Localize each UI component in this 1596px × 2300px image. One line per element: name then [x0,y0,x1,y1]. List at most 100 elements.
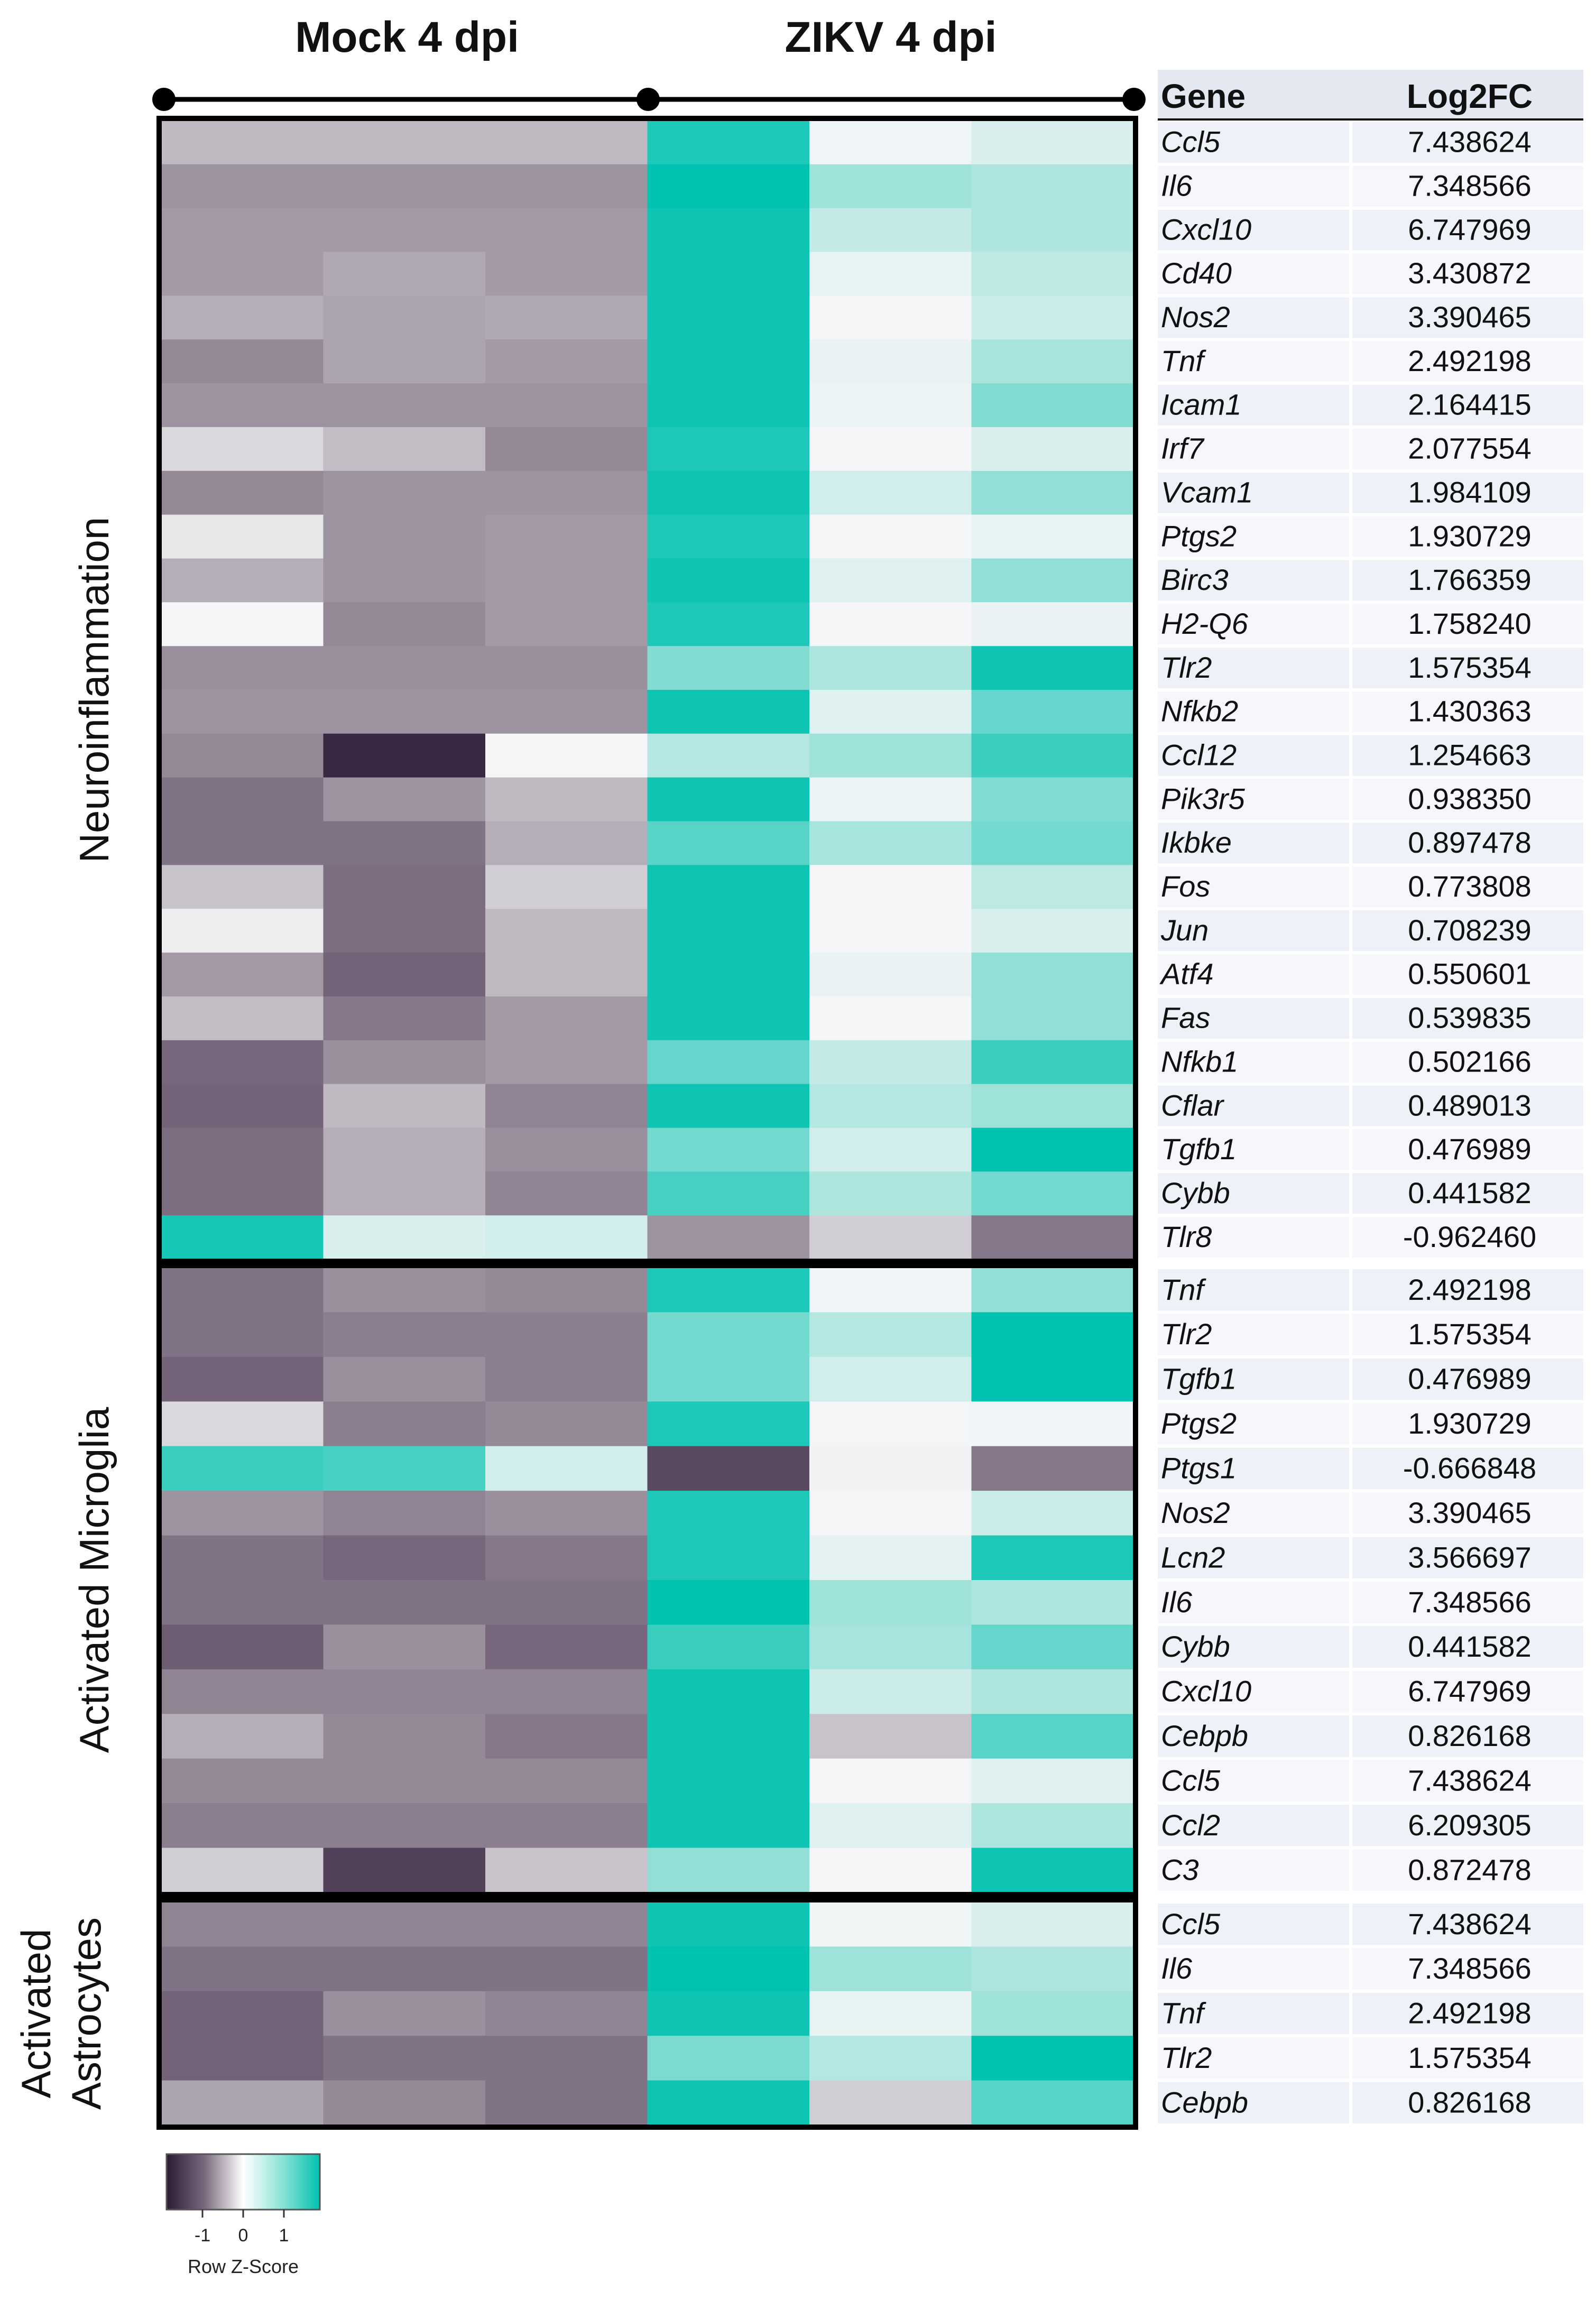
heatmap-cell [647,1714,810,1759]
heatmap-cell [647,821,810,866]
heatmap-cell [323,164,486,209]
heatmap-cell [485,909,648,953]
gene-label: Cxcl10 [1161,213,1251,246]
heatmap-cell [647,733,810,778]
heatmap-cell [647,646,810,690]
table-row [1158,1269,1583,1311]
heatmap-cell [971,383,1134,428]
heatmap-cell [647,1669,810,1715]
heatmap-cell [323,1446,486,1491]
log2fc-value: 0.897478 [1408,826,1532,859]
log2fc-value: 0.441582 [1408,1176,1532,1209]
heatmap-cell [971,427,1134,472]
gene-label: Cebpb [1161,1719,1248,1752]
gene-label: Birc3 [1161,563,1229,596]
heatmap-cell [647,909,810,953]
table-row [1158,122,1583,163]
heatmap-cell [809,909,972,953]
panel-activated-astrocytes: Ccl5 7.438624 Il6 7.348566 Tnf 2.492198 Tlr2 1.… [13,1897,1583,2130]
table-row [1158,648,1583,688]
heatmap-cell [809,339,972,384]
gene-label: Ccl12 [1161,738,1237,772]
gene-label: Ptgs2 [1161,1407,1237,1440]
heatmap-cell [323,1848,486,1893]
heatmap-cell [161,777,324,822]
heatmap-cell [161,821,324,866]
heatmap-cell [161,1401,324,1447]
heatmap-cell [485,1491,648,1536]
heatmap-cell [809,1580,972,1625]
heatmap-cell [485,121,648,165]
heatmap-cell [971,777,1134,822]
log2fc-value: 7.348566 [1408,1585,1532,1619]
table-header: Gene Log2FC [1158,70,1583,121]
heatmap-cell [809,602,972,646]
table-row [1158,954,1583,995]
heatmap-cell [971,514,1134,559]
heatmap-cell [971,646,1134,690]
heatmap-cell [647,953,810,997]
heatmap-cell [161,208,324,253]
table-row [1158,691,1583,732]
heatmap-cell [647,164,810,209]
heatmap-cell [161,1446,324,1491]
heatmap-cell [485,2080,648,2126]
heatmap-cell [323,733,486,778]
legend-tick-0: 0 [238,2225,248,2246]
heatmap-cell [161,865,324,909]
heatmap-cell [323,1215,486,1260]
gene-label: Nos2 [1161,1496,1230,1529]
heatmap-cell [161,733,324,778]
gene-label: Tnf [1161,1273,1206,1306]
log2fc-value: 2.492198 [1408,1997,1532,2030]
gene-label: Cybb [1161,1176,1230,1209]
log2fc-value: 0.476989 [1408,1362,1532,1396]
log2fc-value: -0.962460 [1403,1220,1536,1253]
heatmap-cell [323,427,486,472]
heatmap-cell [485,865,648,909]
heatmap-cell [971,733,1134,778]
heatmap-cell [971,295,1134,340]
gene-label: Ccl2 [1161,1808,1220,1842]
heatmap-cell [647,1758,810,1804]
heatmap-cell [485,252,648,297]
heatmap-cell [323,1268,486,1313]
log2fc-value: 1.430363 [1408,695,1532,728]
heatmap-cell [485,470,648,515]
heatmap-cell [647,514,810,559]
gene-header: Gene [1161,77,1246,115]
gene-label: Il6 [1161,169,1193,202]
heatmap-cell [485,558,648,603]
log2fc-value: 3.390465 [1408,300,1532,334]
table-row [1158,1904,1583,1945]
heatmap-cell [809,470,972,515]
panel-label: Activated Microglia [71,1407,117,1753]
log2fc-header: Log2FC [1407,77,1533,115]
heatmap-cell [647,777,810,822]
heatmap-cell [323,1946,486,1992]
heatmap-cell [323,1803,486,1849]
heatmap-cell [971,1991,1134,2036]
heatmap-cell [809,1991,972,2036]
heatmap-cell [809,1171,972,1216]
heatmap-cell [809,1491,972,1536]
log2fc-value: 0.872478 [1408,1853,1532,1886]
heatmap-cell [647,1446,810,1491]
heatmap-cell [161,1803,324,1849]
log2fc-value: 7.348566 [1408,169,1532,202]
log2fc-value: 1.254663 [1408,738,1532,772]
heatmap-cell [809,558,972,603]
heatmap-cell [809,777,972,822]
heatmap-cell [161,953,324,997]
heatmap-cell [161,1215,324,1260]
heatmap-cell [323,690,486,734]
gene-label: Lcn2 [1161,1540,1225,1574]
heatmap-cell [971,602,1134,646]
log2fc-value: 1.930729 [1408,519,1532,552]
heatmap-cell [647,1535,810,1581]
heatmap-cell [161,295,324,340]
heatmap-cell [971,1401,1134,1447]
heatmap-cell [647,1268,810,1313]
heatmap-cell [485,1669,648,1715]
heatmap-cell [161,909,324,953]
